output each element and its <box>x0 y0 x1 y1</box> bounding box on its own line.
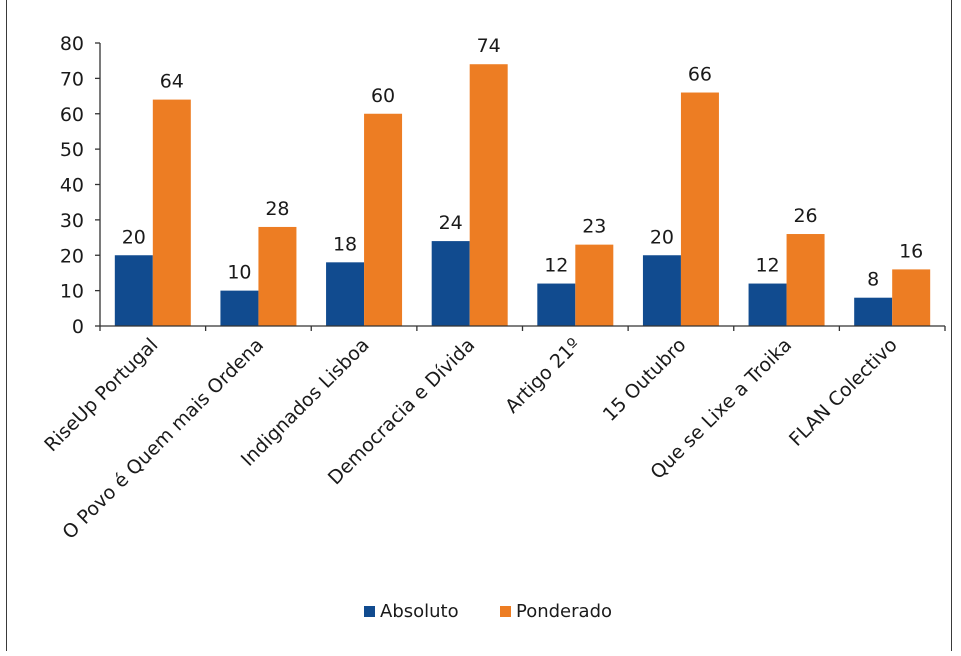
bars <box>114 64 931 327</box>
bar-ponderado-3 <box>364 113 403 326</box>
y-tick-label: 20 <box>60 245 84 267</box>
bar-absoluto-3 <box>326 262 365 326</box>
data-label-ponderado-8: 16 <box>899 240 923 262</box>
data-label-ponderado-7: 26 <box>793 205 817 227</box>
bar-absoluto-4 <box>431 241 470 326</box>
bar-absoluto-7 <box>748 283 787 326</box>
x-tick-label: 15 Outubro <box>599 334 691 426</box>
y-tick-label: 30 <box>60 210 84 232</box>
data-label-ponderado-6: 66 <box>688 64 712 86</box>
data-label-absoluto-5: 12 <box>544 255 568 277</box>
bar-absoluto-1 <box>114 255 153 326</box>
y-tick-label: 60 <box>60 104 84 126</box>
bar-absoluto-5 <box>537 283 576 326</box>
legend-swatch-absoluto <box>364 606 375 617</box>
bar-absoluto-2 <box>220 290 259 326</box>
data-label-ponderado-3: 60 <box>371 85 395 107</box>
x-tick-label: O Povo é Quem mais Ordena <box>58 334 268 544</box>
data-label-absoluto-2: 10 <box>227 262 251 284</box>
y-tick-label: 0 <box>72 316 84 338</box>
y-tick-label: 80 <box>60 33 84 55</box>
x-tick-label: FLAN Colectivo <box>785 334 902 451</box>
data-label-absoluto-3: 18 <box>333 233 357 255</box>
data-label-absoluto-7: 12 <box>755 255 779 277</box>
data-label-absoluto-4: 24 <box>439 212 463 234</box>
data-label-ponderado-1: 64 <box>160 71 184 93</box>
x-tick-label: RiseUp Portugal <box>40 334 162 456</box>
bar-ponderado-5 <box>575 244 614 326</box>
bar-absoluto-6 <box>642 255 681 326</box>
data-label-absoluto-6: 20 <box>650 226 674 248</box>
bar-ponderado-8 <box>892 269 931 326</box>
data-label-absoluto-8: 8 <box>867 269 879 291</box>
data-label-absoluto-1: 20 <box>122 226 146 248</box>
y-axis: 0 10 20 30 40 50 60 70 80 <box>60 33 101 338</box>
legend-label-ponderado: Ponderado <box>516 601 612 622</box>
legend: Absoluto Ponderado <box>364 601 612 622</box>
bar-ponderado-6 <box>680 92 719 327</box>
data-label-ponderado-4: 74 <box>477 35 501 57</box>
bar-absoluto-8 <box>854 297 893 326</box>
legend-swatch-ponderado <box>500 606 511 617</box>
bar-ponderado-2 <box>258 226 297 326</box>
bar-ponderado-4 <box>469 64 508 326</box>
legend-label-absoluto: Absoluto <box>380 601 459 622</box>
data-label-ponderado-2: 28 <box>265 198 289 220</box>
y-tick-label: 10 <box>60 281 84 303</box>
bar-ponderado-7 <box>786 234 825 326</box>
y-tick-label: 40 <box>60 175 84 197</box>
frame-border-left <box>6 0 7 651</box>
data-label-ponderado-5: 23 <box>582 216 606 238</box>
y-tick-label: 70 <box>60 68 84 90</box>
data-labels: 20 64 10 28 18 60 24 74 12 23 20 66 12 26 8 16 <box>122 35 924 290</box>
x-tick-label: Artigo 21º <box>501 334 585 418</box>
y-tick-label: 50 <box>60 139 84 161</box>
bar-ponderado-1 <box>152 99 191 326</box>
frame-border-right <box>951 0 952 651</box>
